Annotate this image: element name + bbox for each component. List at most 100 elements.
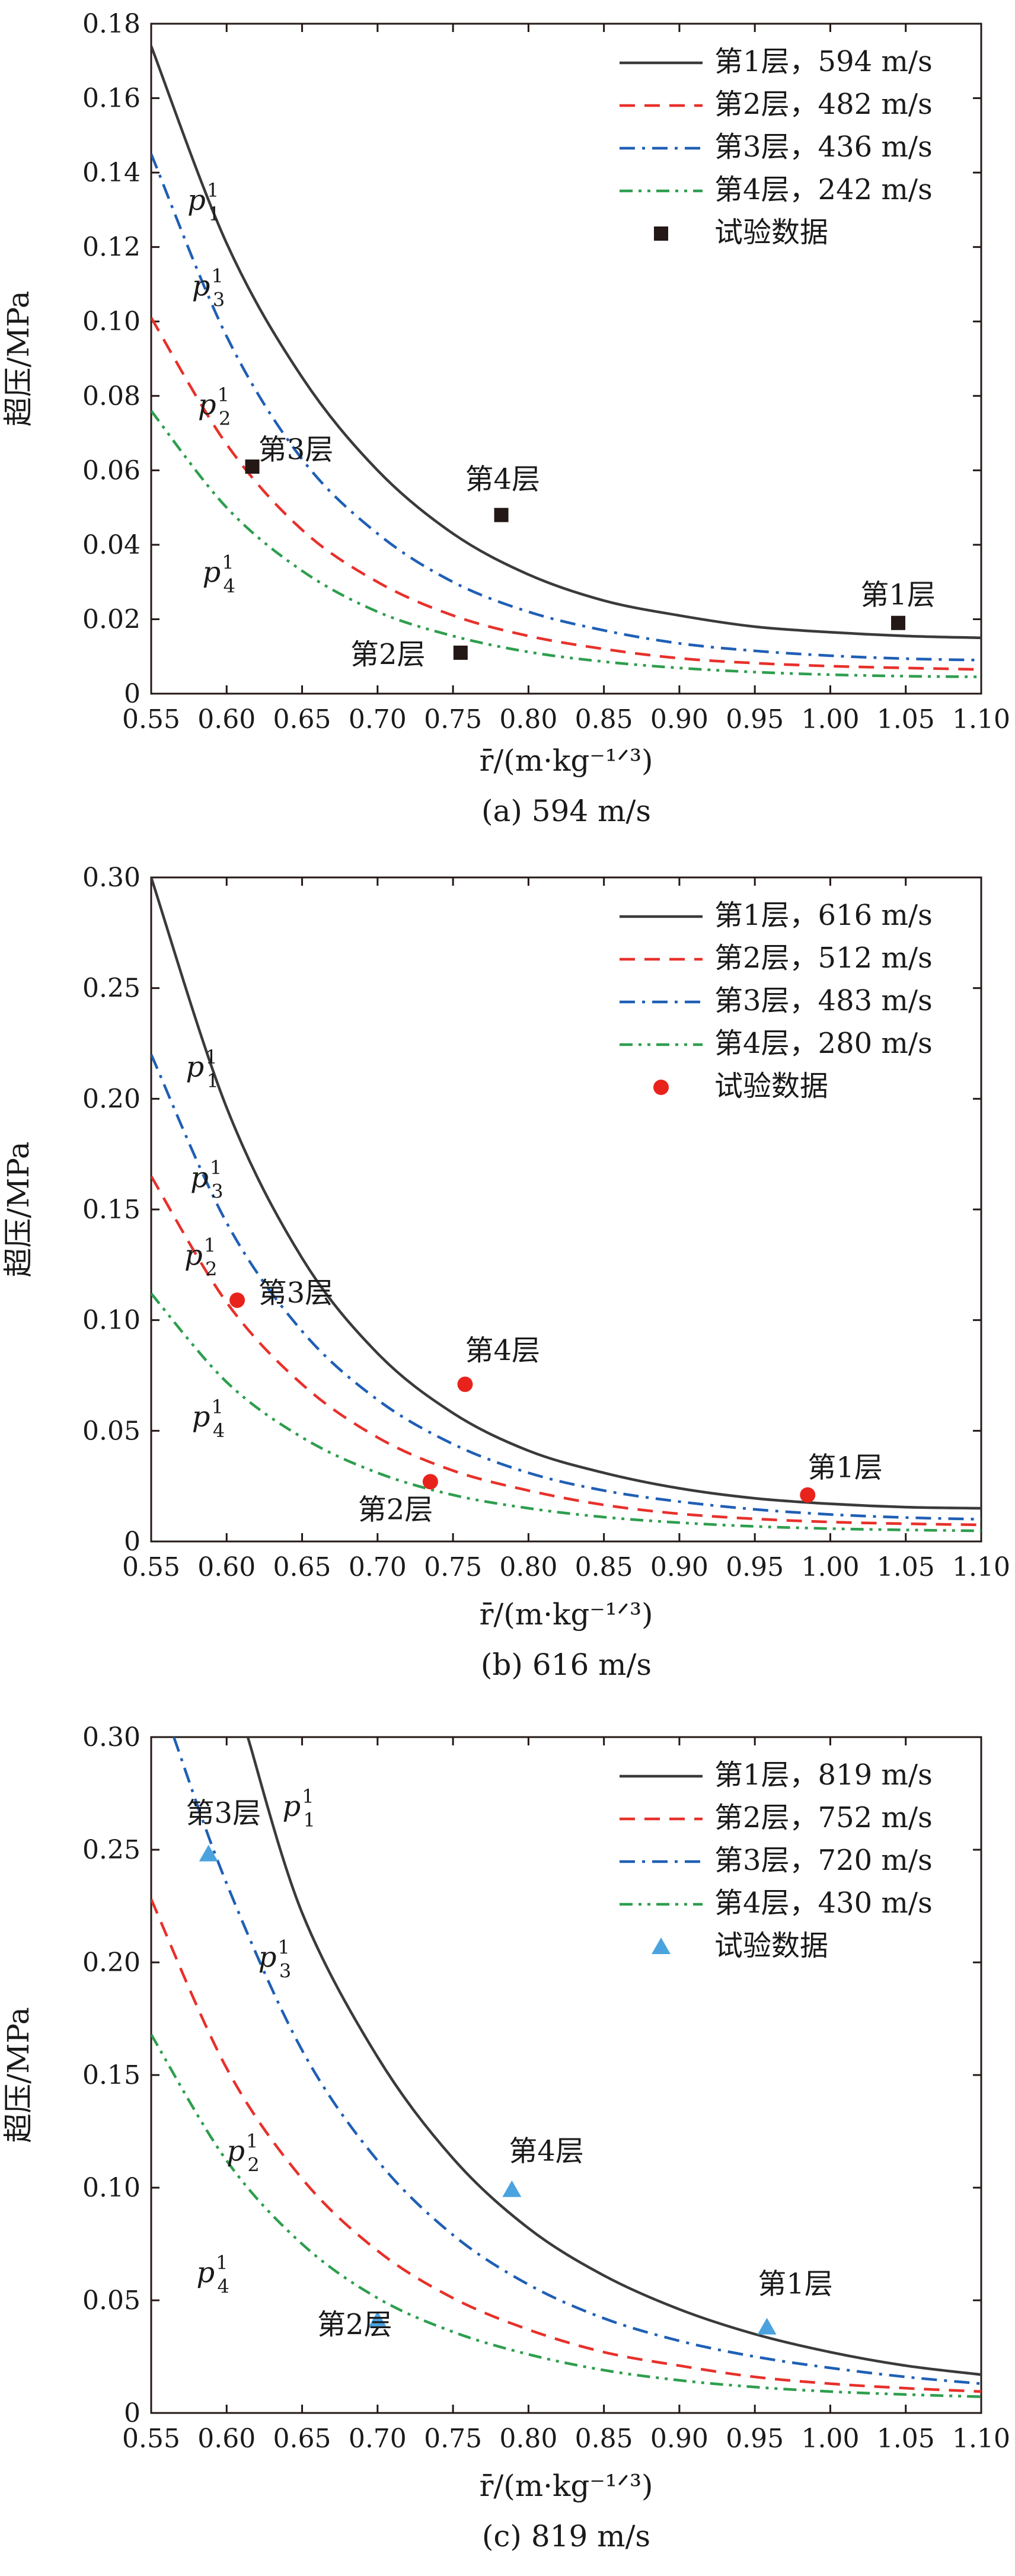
curve-label-subscript: 3 [211, 1180, 223, 1203]
legend-label-1: 第1层，819 m/s [714, 1758, 933, 1792]
y-tick-label: 0.14 [82, 158, 141, 188]
x-tick-label: 1.10 [952, 704, 1010, 735]
figure-caption: (b) 616 m/s [481, 1648, 652, 1682]
curve-label: p1 2 [184, 1234, 217, 1280]
point-annotation: 第4层 [465, 463, 540, 496]
curve-label-superscript: 1 [207, 179, 219, 202]
x-tick-label: 0.55 [122, 1552, 180, 1582]
legend-marker [654, 226, 668, 241]
y-tick-label: 0.25 [82, 973, 141, 1004]
curve-label-subscript: 1 [208, 203, 220, 225]
y-tick-label: 0.10 [82, 307, 141, 337]
x-tick-label: 1.00 [801, 2424, 859, 2454]
series-line-1 [246, 1737, 981, 2376]
x-tick-label: 1.10 [952, 1552, 1010, 1582]
figure-caption: (a) 594 m/s [481, 794, 651, 828]
x-tick-label: 0.65 [273, 2424, 331, 2454]
data-point-marker [422, 1474, 438, 1490]
y-tick-label: 0.15 [82, 1195, 141, 1225]
series-line-2 [151, 317, 981, 671]
legend-marker [652, 1937, 671, 1954]
y-tick-label: 0.05 [82, 1416, 141, 1446]
curve-label-subscript: 4 [224, 575, 235, 598]
curve-label-subscript: 1 [207, 1070, 219, 1092]
x-tick-label: 1.05 [877, 704, 935, 735]
data-point-marker [368, 2311, 387, 2328]
y-tick-label: 0.18 [82, 9, 141, 39]
curve-label-superscript: 1 [205, 1046, 217, 1068]
curve-label-symbol: p [190, 1161, 209, 1195]
curves-group [151, 1737, 981, 2398]
plot-frame [150, 23, 982, 695]
curve-label-superscript: 1 [218, 384, 229, 406]
curve-label-symbol: p [226, 2134, 245, 2168]
point-annotation: 第2层 [350, 638, 426, 671]
curve-label-subscript: 4 [217, 2275, 229, 2298]
series-line-2 [151, 1175, 981, 1527]
point-annotation: 第3层 [186, 1796, 261, 1830]
data-point-marker [502, 2180, 522, 2197]
curve-label-subscript: 1 [304, 1809, 315, 1831]
series-line-1 [151, 45, 981, 640]
series-line-3 [151, 153, 981, 662]
curve-label: p1 2 [198, 384, 231, 430]
y-tick-label: 0.16 [82, 84, 141, 114]
x-tick-label: 0.80 [499, 1552, 557, 1582]
x-tick-label: 0.90 [650, 1552, 708, 1582]
point-annotation: 第4层 [509, 2134, 584, 2168]
curve-label: p1 2 [226, 2130, 259, 2176]
series-line-2 [151, 1898, 981, 2393]
curve-label-superscript: 1 [246, 2130, 258, 2152]
data-point-marker [245, 459, 260, 474]
point-annotation: 第3层 [258, 1276, 334, 1310]
x-tick-label: 0.60 [197, 1552, 256, 1582]
curve-label-superscript: 1 [211, 264, 223, 287]
x-tick-label: 0.70 [349, 1552, 407, 1582]
series-line-4 [151, 2034, 981, 2398]
y-axis-label: 超压/MPa [1, 2007, 36, 2143]
x-tick-label: 0.80 [499, 704, 557, 735]
curve-label-symbol: p [258, 1941, 277, 1974]
data-point-marker [199, 1844, 218, 1862]
x-axis-label: r̄/(m·kg⁻¹ᐟ³) [479, 1597, 653, 1632]
y-tick-label: 0.20 [82, 1084, 141, 1114]
figure-caption: (c) 819 m/s [482, 2519, 650, 2553]
legend-label-data: 试验数据 [714, 216, 828, 249]
curve-label-subscript: 2 [205, 1257, 217, 1280]
y-tick-label: 0.30 [82, 863, 141, 893]
x-tick-label: 0.85 [575, 1552, 633, 1582]
curves-group [151, 877, 981, 1533]
legend: 第1层，616 m/s 第2层，512 m/s 第3层，483 m/s 第4层，280… [620, 899, 933, 1103]
x-tick-label: 0.75 [424, 704, 482, 735]
legend-label-2: 第2层，752 m/s [714, 1801, 933, 1834]
curve-label: p1 3 [258, 1936, 291, 1983]
legend-label-4: 第4层，280 m/s [714, 1027, 933, 1060]
legend-label-2: 第2层，482 m/s [714, 88, 933, 121]
data-point-marker [757, 2318, 777, 2335]
legend-label-1: 第1层，594 m/s [714, 45, 933, 78]
y-tick-label: 0.10 [82, 2173, 141, 2203]
curve-label-superscript: 1 [277, 1936, 289, 1959]
y-tick-label: 0 [124, 679, 141, 709]
x-tick-label: 0.65 [273, 1552, 331, 1582]
y-tick-label: 0.02 [82, 604, 141, 634]
legend-label-2: 第2层，512 m/s [714, 941, 933, 975]
x-tick-label: 0.75 [424, 2424, 482, 2454]
y-tick-label: 0.08 [82, 381, 141, 411]
legend: 第1层，594 m/s 第2层，482 m/s 第3层，436 m/s 第4层，242… [620, 45, 933, 249]
series-line-3 [173, 1737, 981, 2385]
data-point-marker [457, 1376, 473, 1392]
x-tick-label: 0.55 [122, 704, 180, 735]
curve-label-symbol: p [196, 2256, 215, 2290]
curve-label: p1 3 [192, 264, 225, 311]
x-tick-label: 0.95 [726, 2424, 784, 2454]
y-tick-label: 0.20 [82, 1948, 141, 1978]
point-annotation: 第2层 [358, 1493, 433, 1527]
plot-frame [150, 876, 982, 1543]
point-annotation: 第2层 [317, 2308, 392, 2341]
curve-label: p1 1 [187, 179, 220, 225]
curve-label-symbol: p [187, 184, 206, 217]
legend-marker [653, 1080, 669, 1095]
curve-label-symbol: p [192, 269, 210, 302]
